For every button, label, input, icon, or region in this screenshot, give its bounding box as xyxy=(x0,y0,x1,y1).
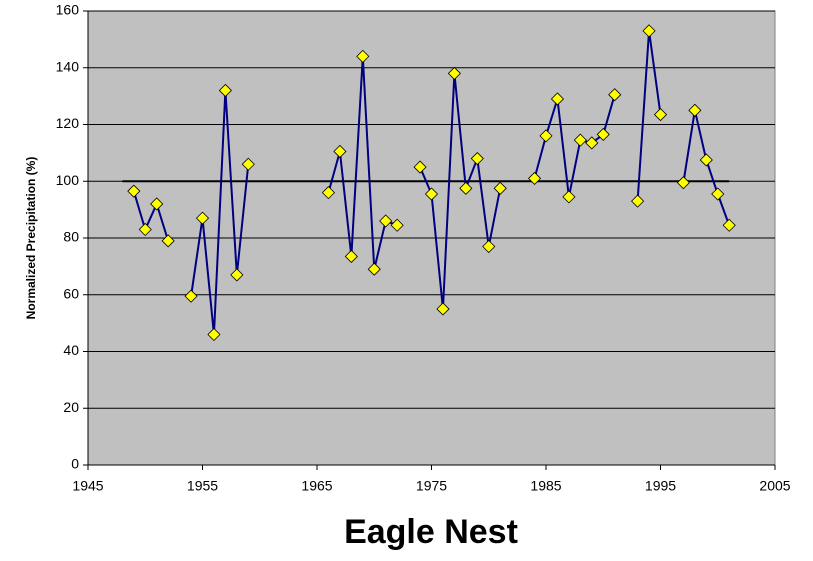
marker xyxy=(539,129,553,143)
marker xyxy=(207,327,221,342)
y-tick-label: 120 xyxy=(56,115,80,131)
marker xyxy=(230,268,244,282)
marker xyxy=(367,262,381,276)
marker xyxy=(161,234,175,248)
x-tick-label: 1965 xyxy=(301,478,332,494)
marker xyxy=(321,186,336,200)
marker xyxy=(447,66,461,80)
y-tick-label: 80 xyxy=(63,229,79,245)
marker xyxy=(195,211,210,225)
marker xyxy=(413,160,427,174)
marker xyxy=(596,127,610,141)
marker xyxy=(550,92,565,106)
marker xyxy=(379,214,393,228)
marker xyxy=(699,153,713,167)
marker xyxy=(333,144,347,159)
marker xyxy=(562,190,576,204)
x-tick-label: 1955 xyxy=(187,478,218,494)
marker xyxy=(390,218,404,232)
x-tick-label: 1985 xyxy=(530,478,561,494)
y-tick-label: 140 xyxy=(56,58,80,74)
marker xyxy=(344,249,358,264)
y-tick-label: 60 xyxy=(63,285,79,301)
y-tick-label: 100 xyxy=(56,172,80,188)
y-tick-label: 40 xyxy=(63,342,79,358)
chart-title: Eagle Nest xyxy=(344,513,518,551)
marker xyxy=(527,171,542,185)
y-tick-label: 20 xyxy=(63,399,79,415)
marker xyxy=(688,103,702,117)
marker xyxy=(653,108,668,122)
marker xyxy=(573,133,587,147)
x-tick-label: 2005 xyxy=(759,478,790,494)
x-tick-label: 1995 xyxy=(645,478,676,494)
marker xyxy=(459,181,473,195)
y-axis-label: Normalized Precipitation (%) xyxy=(24,157,38,320)
y-tick-label: 0 xyxy=(71,456,79,472)
marker xyxy=(722,218,736,232)
marker xyxy=(631,194,645,208)
marker xyxy=(608,88,622,102)
marker xyxy=(184,289,198,303)
marker xyxy=(138,222,152,237)
marker xyxy=(711,187,725,201)
y-tick-label: 160 xyxy=(56,2,80,18)
marker xyxy=(585,136,599,150)
marker xyxy=(676,176,690,190)
marker xyxy=(127,184,141,198)
marker xyxy=(436,302,450,316)
x-tick-label: 1945 xyxy=(72,478,103,494)
marker xyxy=(356,49,370,63)
marker xyxy=(642,24,656,38)
marker xyxy=(482,239,496,254)
marker xyxy=(424,187,439,201)
marker xyxy=(218,83,232,98)
marker xyxy=(150,197,164,211)
marker xyxy=(493,181,507,195)
marker xyxy=(470,151,484,166)
x-tick-label: 1975 xyxy=(416,478,447,494)
marker xyxy=(241,157,255,171)
